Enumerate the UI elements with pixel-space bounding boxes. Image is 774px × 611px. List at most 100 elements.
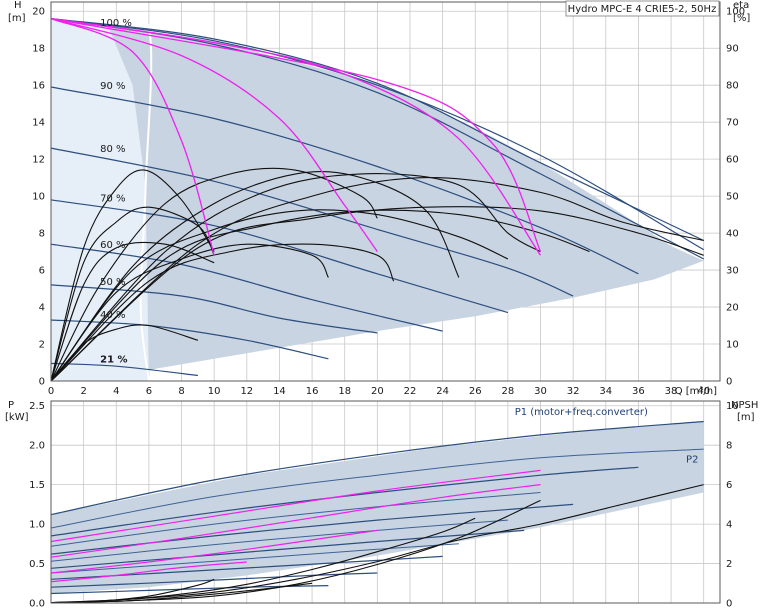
y-tick-label: 14 bbox=[32, 118, 45, 129]
x-tick-label: 22 bbox=[404, 386, 417, 397]
y-tick-label: 1.5 bbox=[29, 480, 45, 491]
eta-curve bbox=[50, 171, 460, 382]
y2-tick-label: 0 bbox=[726, 377, 732, 388]
x-tick-label: 2 bbox=[80, 386, 86, 397]
power-system-curve bbox=[50, 484, 541, 558]
x-tick-label: 32 bbox=[567, 386, 580, 397]
p1-curve bbox=[50, 585, 329, 595]
y-tick-label: 16 bbox=[32, 81, 45, 92]
x-tick-label: 12 bbox=[240, 386, 253, 397]
speed-label: 60 % bbox=[100, 240, 125, 251]
p1-curve bbox=[50, 572, 378, 588]
x-tick-label: 34 bbox=[599, 386, 612, 397]
p1-curve bbox=[50, 466, 639, 537]
y2-tick-label: 80 bbox=[726, 81, 739, 92]
y-axis-unit: [kW] bbox=[5, 412, 29, 423]
x-tick-label: 0 bbox=[48, 386, 54, 397]
qh-curve-70 bbox=[50, 199, 509, 314]
power-npsh-chart-panel: 0.0 0.5 1.0 1.5 2.0 2.5 0 2 4 6 8 10 P[kW] NPSH[m] P1 … bbox=[5, 400, 758, 610]
speed-label: 40 % bbox=[100, 310, 125, 321]
y2-tick-label: 2 bbox=[726, 559, 732, 570]
qh-curve-80 bbox=[50, 147, 574, 297]
system-curve bbox=[50, 17, 542, 252]
y-tick-label: 18 bbox=[32, 44, 45, 55]
npsh-curve bbox=[50, 484, 704, 604]
p1-curve bbox=[50, 420, 704, 516]
x-tick-label: 6 bbox=[146, 386, 152, 397]
y2-axis-unit: [%] bbox=[733, 13, 750, 24]
x-axis-label: Q [m³/h] bbox=[675, 386, 717, 397]
x-tick-label: 36 bbox=[632, 386, 645, 397]
eta-curve bbox=[50, 167, 378, 382]
x-tick-label: 26 bbox=[469, 386, 482, 397]
y2-tick-label: 10 bbox=[726, 340, 739, 351]
system-curve bbox=[50, 17, 215, 256]
eta-curve bbox=[50, 169, 215, 382]
x-tick-label: 14 bbox=[273, 386, 286, 397]
p1-curve bbox=[50, 503, 574, 555]
x-tick-label: 10 bbox=[208, 386, 221, 397]
eta-curve bbox=[50, 209, 509, 382]
power-system-curve bbox=[50, 469, 541, 543]
y-axis-unit: [m] bbox=[8, 13, 26, 24]
y2-tick-label: 0 bbox=[726, 599, 732, 610]
p2-curve bbox=[50, 519, 508, 562]
y2-tick-label: 50 bbox=[726, 192, 739, 203]
x-tick-label: 40 bbox=[697, 386, 710, 397]
curve-annotation: P1 (motor+freq.converter) bbox=[515, 407, 648, 418]
y-tick-label: 0.0 bbox=[29, 599, 45, 610]
x-tick-label: 18 bbox=[338, 386, 351, 397]
eta-curve bbox=[50, 206, 704, 382]
title-box bbox=[565, 0, 720, 17]
p2-curve bbox=[50, 492, 541, 547]
npsh-curve bbox=[50, 582, 313, 604]
y2-tick-label: 20 bbox=[726, 303, 739, 314]
p2-curve bbox=[50, 543, 459, 574]
x-tick-label: 8 bbox=[178, 386, 184, 397]
speed-label: 80 % bbox=[100, 144, 125, 155]
y2-tick-label: 6 bbox=[726, 480, 732, 491]
y2-axis-label: NPSH bbox=[731, 400, 758, 411]
eta-curve bbox=[50, 241, 215, 382]
y-tick-label: 2.5 bbox=[29, 401, 45, 412]
y-tick-label: 10 bbox=[32, 192, 45, 203]
speed-label: 70 % bbox=[100, 194, 125, 205]
x-tick-label: 28 bbox=[502, 386, 515, 397]
y2-tick-label: 90 bbox=[726, 44, 739, 55]
y-tick-label: 20 bbox=[32, 7, 45, 18]
qh-chart-panel: 100 %90 %80 %70 %60 %50 %40 %21 %0 2 4 6 8 10… bbox=[8, 0, 750, 397]
y-tick-label: 8 bbox=[39, 229, 45, 240]
y2-tick-label: 30 bbox=[726, 266, 739, 277]
y-tick-label: 0 bbox=[39, 377, 45, 388]
y-tick-label: 1.0 bbox=[29, 520, 45, 531]
y2-tick-label: 10 bbox=[726, 401, 739, 412]
eta-curve bbox=[50, 177, 704, 382]
y2-tick-label: 8 bbox=[726, 441, 732, 452]
qh-curve-100 bbox=[50, 18, 704, 242]
eta-curve bbox=[50, 243, 395, 382]
y2-axis-unit: [m] bbox=[737, 412, 755, 423]
y2-tick-label: 40 bbox=[726, 229, 739, 240]
speed-label: 21 % bbox=[100, 355, 127, 366]
plot-frame bbox=[50, 400, 721, 604]
speed-label: 100 % bbox=[100, 18, 132, 29]
chart-title: Hydro MPC-E 4 CRIE5-2, 50Hz bbox=[568, 4, 717, 15]
y2-tick-label: 60 bbox=[726, 155, 739, 166]
y-tick-label: 12 bbox=[32, 155, 45, 166]
p2-curve bbox=[50, 448, 704, 529]
speed-label: 90 % bbox=[100, 81, 125, 92]
x-tick-label: 38 bbox=[665, 386, 678, 397]
y-tick-label: 2 bbox=[39, 340, 45, 351]
y-axis-label: H bbox=[14, 0, 22, 11]
x-tick-label: 30 bbox=[534, 386, 547, 397]
x-tick-label: 20 bbox=[371, 386, 384, 397]
qh-curve-100 bbox=[50, 18, 705, 251]
power-system-curve bbox=[50, 529, 378, 574]
system-curve bbox=[50, 17, 378, 252]
eta-curve bbox=[50, 209, 590, 382]
y-tick-label: 2.0 bbox=[29, 441, 45, 452]
operating-area bbox=[55, 18, 704, 381]
y2-axis-label: eta bbox=[733, 0, 749, 11]
x-tick-label: 16 bbox=[306, 386, 319, 397]
